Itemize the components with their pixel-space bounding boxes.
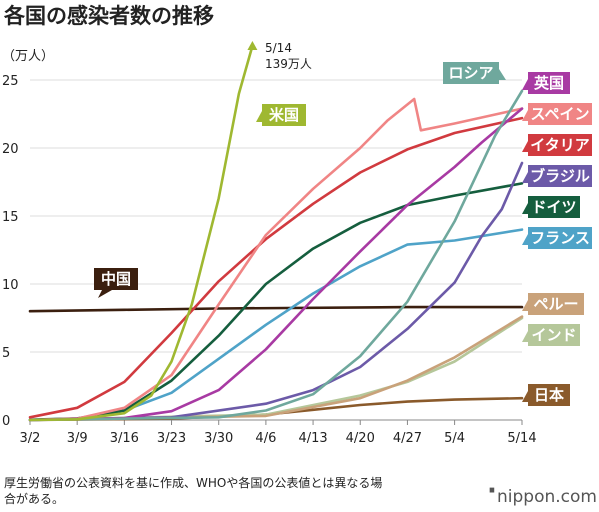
y-tick-20: 20	[2, 142, 19, 157]
series-line-ドイツ	[28, 182, 524, 421]
series-label-box	[528, 196, 580, 218]
series-label-box	[528, 134, 592, 156]
series-label-pointer	[522, 172, 528, 183]
series-line-米国	[28, 44, 254, 422]
y-tick-0: 0	[2, 414, 10, 429]
series-label-text: イタリア	[530, 136, 589, 154]
x-tick-3/9: 3/9	[67, 431, 88, 446]
chart-title: 各国の感染者数の推移	[3, 4, 214, 28]
x-tick-4/27: 4/27	[393, 431, 422, 446]
series-label-box	[528, 227, 592, 249]
footnote-line-1: 厚生労働省の公表資料を基に作成、WHOや各国の公表値とは異なる場	[4, 475, 382, 490]
series-label-pointer	[522, 79, 528, 90]
series-label-フランス: フランス	[522, 227, 592, 249]
x-tick-5/4: 5/4	[444, 431, 465, 446]
series-line-ペルー	[28, 315, 524, 422]
footnote-line-2: 合がある。	[4, 491, 64, 506]
y-tick-labels: 0 5 10 15 20 25	[2, 74, 19, 429]
series-label-text: ロシア	[448, 64, 493, 82]
brand-mark: ·	[487, 476, 497, 506]
brand-text: nippon.com	[497, 487, 597, 507]
x-tick-labels: 3/2 3/9 3/16 3/23 3/30 4/6 4/13 4/20 4/27 5/4 5/14	[20, 431, 537, 446]
series-label-pointer	[522, 234, 528, 245]
grid-lines	[29, 79, 523, 425]
series-label-text: 米国	[269, 106, 299, 124]
series-label-pointer	[522, 203, 528, 214]
series-label-box	[528, 324, 580, 346]
series-label-pointer	[522, 331, 528, 342]
series-label-スペイン: スペイン	[522, 103, 592, 125]
series-arrow-米国	[247, 41, 258, 50]
brand-logo: · nippon.com	[487, 476, 597, 507]
series-line-イタリア	[28, 116, 524, 419]
x-tick-3/30: 3/30	[204, 431, 233, 446]
series-line-インド	[28, 316, 524, 422]
series-label-box	[528, 384, 570, 406]
series-label-イタリア: イタリア	[522, 134, 592, 156]
series-lines	[28, 41, 524, 422]
series-label-text: 日本	[534, 386, 564, 404]
series-label-text: スペイン	[531, 105, 590, 123]
us-annotation: 5/14 139万人	[265, 41, 312, 71]
series-line-ロシア	[28, 89, 524, 422]
series-label-ロシア: ロシア	[443, 62, 506, 84]
series-label-pointer	[522, 141, 528, 152]
series-label-box	[528, 72, 570, 94]
series-label-box	[528, 293, 584, 315]
series-label-ドイツ: ドイツ	[522, 196, 580, 218]
series-line-英国	[28, 107, 524, 422]
series-label-pointer	[522, 391, 528, 402]
x-tick-4/20: 4/20	[346, 431, 375, 446]
us-annotation-date: 5/14	[265, 41, 292, 55]
series-label-box	[94, 268, 138, 290]
series-label-text: 英国	[534, 74, 564, 92]
x-tick-3/16: 3/16	[110, 431, 139, 446]
series-label-text: フランス	[530, 229, 590, 247]
series-label-ブラジル: ブラジル	[522, 165, 592, 187]
y-tick-5: 5	[2, 346, 10, 361]
series-label-米国: 米国	[256, 104, 306, 126]
series-label-text: インド	[531, 326, 576, 344]
series-label-box	[443, 62, 499, 84]
series-label-box	[528, 103, 592, 125]
series-line-スペイン	[28, 97, 524, 422]
series-line-フランス	[28, 228, 524, 422]
series-label-pointer	[522, 110, 528, 121]
y-axis-unit-label: （万人）	[2, 49, 54, 64]
series-label-text: ドイツ	[531, 198, 576, 216]
x-tick-3/23: 3/23	[157, 431, 186, 446]
us-annotation-value: 139万人	[265, 57, 312, 71]
x-tick-3/2: 3/2	[20, 431, 41, 446]
series-label-日本: 日本	[522, 384, 570, 406]
series-line-中国	[28, 305, 524, 313]
series-label-中国: 中国	[94, 268, 138, 298]
series-label-インド: インド	[522, 324, 580, 346]
series-label-pointer	[522, 300, 528, 311]
series-label-text: ペルー	[533, 295, 578, 313]
series-label-box	[262, 104, 306, 126]
series-label-box	[528, 165, 592, 187]
y-tick-10: 10	[2, 278, 19, 293]
x-tick-4/13: 4/13	[298, 431, 327, 446]
series-label-英国: 英国	[522, 72, 570, 94]
x-tick-4/6: 4/6	[255, 431, 276, 446]
series-label-pointer	[98, 290, 112, 298]
series-label-pointer	[499, 69, 506, 80]
series-line-ブラジル	[28, 161, 524, 422]
y-tick-25: 25	[2, 74, 19, 89]
x-tick-5/14: 5/14	[507, 431, 536, 446]
series-label-ペルー: ペルー	[522, 293, 584, 315]
series-label-text: 中国	[101, 270, 131, 288]
series-label-pointer	[256, 111, 262, 122]
y-tick-15: 15	[2, 210, 19, 225]
series-label-text: ブラジル	[530, 167, 590, 185]
